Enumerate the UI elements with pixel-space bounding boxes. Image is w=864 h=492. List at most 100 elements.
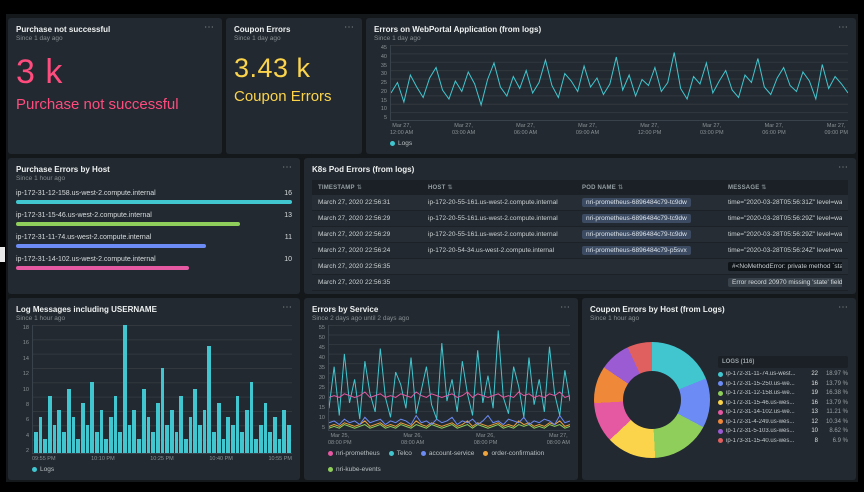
y-axis-label: 30 (318, 375, 325, 381)
panel-log-messages: Log Messages including USERNAME Since 1 … (8, 298, 300, 480)
table-row[interactable]: March 27, 2020 22:56:24 ip-172-20-54-34.u… (312, 243, 848, 259)
left-edge-marker (0, 247, 5, 262)
pie-legend-pct: 8.62 % (829, 428, 848, 435)
panel-title: Log Messages including USERNAME (16, 305, 157, 314)
billboard-value: 3.43 k (234, 53, 311, 83)
bar (268, 431, 273, 453)
legend-color-dot (388, 451, 394, 456)
pie-legend-item[interactable]: ip-172-31-12-158.us-we... 19 16.38 % (718, 390, 848, 396)
bar (62, 431, 66, 453)
pie-legend-item[interactable]: ip-172-31-11-74.us-west... 22 18.97 % (718, 371, 848, 377)
line-chart (390, 45, 848, 121)
panel-menu-icon[interactable]: ⋯ (282, 302, 292, 313)
x-axis-label: 09:55 PM (32, 456, 56, 462)
y-axis-label: 20 (380, 88, 387, 95)
panel-menu-icon[interactable]: ⋯ (282, 162, 292, 173)
pie-legend-value: 10 (811, 428, 818, 435)
table-row[interactable]: March 27, 2020 22:56:29 ip-172-20-55-161.… (312, 227, 848, 243)
panel-menu-icon[interactable]: ⋯ (838, 302, 848, 313)
legend-item[interactable]: account-service (420, 450, 474, 457)
legend-color-dot (420, 451, 426, 456)
y-axis-label: 5 (321, 425, 325, 431)
legend-label: Telco (396, 450, 412, 457)
y-axis-label: 25 (380, 80, 387, 86)
pie-legend-pct: 10.34 % (825, 418, 848, 425)
pie-legend-value: 22 (811, 371, 818, 378)
pie-legend-item[interactable]: ip-172-31-4-249.us-wes... 12 10.34 % (718, 419, 848, 425)
column-header[interactable]: TIMESTAMP ⇅ (318, 184, 422, 192)
bar-list-item[interactable]: ip-172-31-12-158.us-west-2.compute.inter… (16, 190, 292, 204)
bar (48, 396, 52, 453)
x-axis-label: 10:10 PM (91, 456, 115, 462)
x-axis: Mar 27, 12:00 AM Mar 27, 03:00 AM Mar 27, … (390, 123, 848, 137)
y-axis-label: 10 (22, 386, 29, 393)
bar-list-item[interactable]: ip-172-31-14-102.us-west-2.compute.inter… (16, 256, 292, 270)
bar-list-item[interactable]: ip-172-31-15-46.us-west-2.compute.intern… (16, 212, 292, 226)
bar (137, 438, 141, 453)
column-header[interactable]: MESSAGE ⇅ (728, 184, 842, 192)
pie-legend-pct: 6.9 % (832, 437, 848, 444)
bar-list-item[interactable]: ip-172-31-11-74.us-west-2.compute.intern… (16, 234, 292, 248)
y-axis: 55 50 45 40 35 30 25 20 15 10 5 (312, 325, 328, 431)
bar (184, 438, 188, 453)
bar (273, 417, 277, 453)
legend-color-dot (718, 371, 723, 377)
table-row[interactable]: March 27, 2020 22:56:35 #<NoMethodError: … (312, 259, 848, 275)
panel-menu-icon[interactable]: ⋯ (838, 22, 848, 33)
pie-legend-item[interactable]: ip-172-31-15-250.us-we... 16 13.79 % (718, 381, 848, 387)
pie-legend-label: ip-172-31-14-102.us-we... (726, 409, 795, 416)
panel-subtitle: Since 1 day ago (374, 35, 421, 42)
legend-item[interactable]: order-confirmation (483, 450, 544, 457)
cell-message: #<NoMethodError: private method `state' … (728, 262, 842, 271)
legend-item[interactable]: nri-kube-events (328, 466, 381, 473)
pie-legend-value: 12 (811, 418, 818, 425)
pie-legend-pct: 18.97 % (825, 371, 848, 378)
y-axis-label: 10 (380, 106, 387, 113)
legend-item[interactable]: Logs (32, 466, 54, 473)
cell-pod: nri-prometheus-6896484c79-tc9dw (582, 230, 722, 239)
x-axis-label: 10:40 PM (209, 456, 233, 462)
x-axis: 09:55 PM 10:10 PM 10:25 PM 10:40 PM 10:55 PM (32, 456, 292, 463)
bar (113, 396, 118, 453)
bar (202, 410, 207, 453)
cell-message: time="2020-03-28T05:56:29Z" level=warnin… (728, 215, 842, 222)
y-axis-label: 2 (25, 448, 29, 454)
pie-legend-item[interactable]: ip-173-31-15-40.us-wes... 8 6.9 % (718, 438, 848, 444)
column-header[interactable]: POD NAME ⇅ (582, 184, 722, 192)
pie-legend-pct: 13.79 % (825, 399, 848, 406)
column-header[interactable]: HOST ⇅ (428, 184, 576, 192)
cell-pod: nri-prometheus-6896484c79-tc9dw (582, 214, 722, 223)
bar (132, 410, 137, 453)
bar (221, 438, 226, 453)
y-axis-label: 35 (380, 62, 387, 69)
panel-subtitle: Since 1 hour ago (16, 175, 66, 182)
bar (282, 410, 287, 453)
panel-menu-icon[interactable]: ⋯ (344, 22, 354, 33)
bar (169, 410, 174, 453)
y-axis-label: 45 (380, 45, 387, 51)
bar-list-bar (16, 244, 206, 248)
legend-item[interactable]: nri-prometheus (328, 450, 380, 457)
pie-legend-pct: 11.21 % (826, 409, 848, 416)
panel-subtitle: Since 1 hour ago (16, 315, 66, 322)
cell-host: ip-172-20-55-161.us-west-2.compute.inter… (428, 199, 558, 206)
panel-title: Purchase Errors by Host (16, 165, 110, 174)
y-axis-label: 12 (22, 371, 29, 378)
bar (263, 403, 268, 453)
legend-item[interactable]: Telco (388, 450, 412, 457)
pie-legend-item[interactable]: ip-172-31-5-103.us-wes... 10 8.62 % (718, 428, 848, 434)
panel-menu-icon[interactable]: ⋯ (560, 302, 570, 313)
x-axis-label: Mar 27, 12:00 PM (637, 123, 662, 136)
table-row[interactable]: March 27, 2020 22:56:35 Error record 2097… (312, 275, 848, 291)
sort-icon: ⇅ (356, 185, 362, 191)
table-row[interactable]: March 27, 2020 22:56:31 ip-172-20-55-161.… (312, 195, 848, 211)
pie-legend-item[interactable]: ip-172-31-14-102.us-we... 13 11.21 % (718, 409, 848, 415)
panel-menu-icon[interactable]: ⋯ (838, 162, 848, 173)
panel-menu-icon[interactable]: ⋯ (204, 22, 214, 33)
legend-color-dot (718, 390, 723, 396)
bar (174, 431, 179, 453)
legend-item[interactable]: Logs (390, 140, 412, 147)
x-axis: Mar 25, 08:00 PM Mar 26, 08:00 AM Mar 26, … (328, 433, 570, 447)
pie-legend-item[interactable]: ip-172-31-15-46.us-wes... 16 13.79 % (718, 400, 848, 406)
table-row[interactable]: March 27, 2020 22:56:29 ip-172-20-55-161.… (312, 211, 848, 227)
